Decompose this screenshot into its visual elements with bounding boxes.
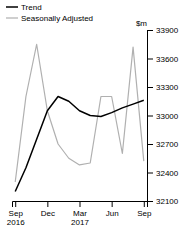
y-tick-mark [147,144,153,145]
x-tick-label-line: 2016 [7,218,25,227]
y-tick: 32400 [147,169,179,178]
y-tick-mark [147,116,153,117]
x-tick-label: Sep2016 [7,209,25,227]
x-tick-mark [47,201,48,207]
y-tick-mark [147,30,153,31]
y-tick-mark [147,87,153,88]
x-tick-mark [112,201,113,207]
x-tick: Sep [137,201,152,218]
y-tick: 33900 [147,26,179,35]
y-tick-label: 32100 [156,197,179,206]
x-tick: Mar2017 [71,201,89,227]
y-tick: 33300 [147,83,179,92]
x-tick-label: Dec [41,209,55,218]
x-tick-mark [144,201,145,207]
legend-label: Seasonally Adjusted [21,14,93,23]
legend-item: Trend [6,3,42,12]
x-tick: Jun [106,201,119,218]
x-tick-label: Jun [106,209,119,218]
plot-area [15,44,144,191]
y-tick-label: 33000 [156,112,179,121]
y-axis-line [148,31,154,202]
x-axis: Sep2016DecMar2017JunSep [7,201,152,227]
legend-swatch [6,6,18,8]
y-tick-mark [147,59,153,60]
y-tick-label: 33900 [156,26,179,35]
x-tick-label: Sep [137,209,152,218]
y-tick-mark [147,173,153,174]
x-tick-label-line: 2017 [71,218,89,227]
legend-swatch [6,17,18,18]
y-tick: 32700 [147,140,179,149]
x-tick-mark [80,201,81,207]
x-axis-line [13,202,148,208]
legend: Trend Seasonally Adjusted [6,3,93,23]
x-tick-label-line: Jun [106,209,119,218]
chart-title: $m [136,19,147,28]
y-tick-label: 33600 [156,55,179,64]
y-tick: 32100 [147,197,179,206]
series-line [15,44,144,182]
y-tick: 33600 [147,55,179,64]
y-tick: 33000 [147,112,179,121]
x-tick-mark [15,201,16,207]
x-tick-label-line: Dec [41,209,55,218]
chart: 32100324003270033000333003360033900Sep20… [0,0,181,231]
x-tick-label-line: Sep [9,209,24,218]
x-tick: Dec [41,201,55,218]
y-tick-label: 33300 [156,83,179,92]
y-axis: 32100 32400 32700 33000 33300 33600 33900 [147,26,179,206]
x-tick: Sep2016 [7,201,25,227]
y-tick-label: 32400 [156,169,179,178]
x-tick-label: Mar2017 [71,209,89,227]
series-line [15,97,144,192]
x-tick-label-line: Sep [137,209,152,218]
y-tick-label: 32700 [156,140,179,149]
x-tick-label-line: Mar [73,209,87,218]
legend-item: Seasonally Adjusted [6,14,93,23]
legend-label: Trend [21,3,42,12]
